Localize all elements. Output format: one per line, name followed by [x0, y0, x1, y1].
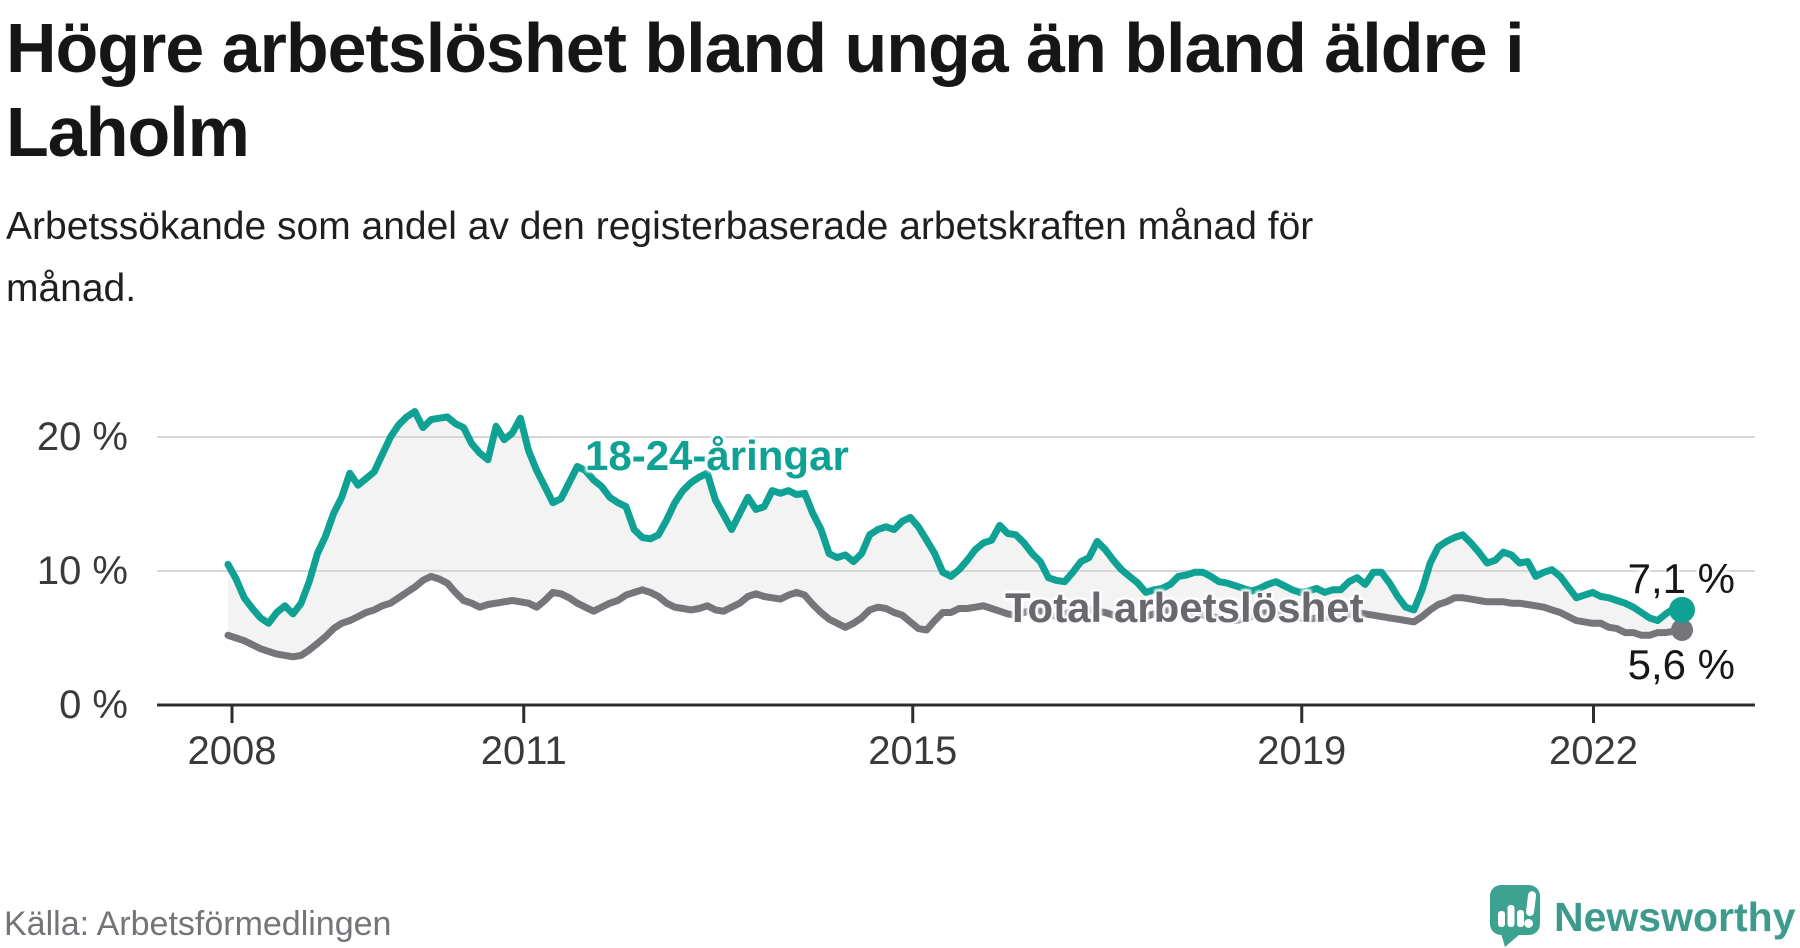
bar-icon-tall — [1507, 905, 1515, 927]
x-tick-label: 2022 — [1549, 729, 1638, 773]
chart-subtitle-line-1: Arbetssökande som andel av den registerb… — [6, 205, 1314, 248]
total-latest-value: 5,6 % — [1627, 641, 1735, 688]
page-title: Högre arbetslöshet bland unga än bland ä… — [6, 6, 1800, 174]
page-title-line-2: Laholm — [6, 93, 250, 171]
y-tick-label: 0 % — [59, 683, 128, 727]
newsworthy-wordmark: Newsworthy — [1554, 894, 1796, 940]
bar-icon-medium — [1517, 910, 1524, 927]
x-tick-label: 2008 — [187, 729, 277, 773]
band-fill — [228, 411, 1682, 657]
bar-icon-small — [1498, 911, 1505, 927]
youth-latest-value: 7,1 % — [1627, 555, 1735, 602]
youth-line — [224, 408, 1686, 627]
series-label-youth: 18-24-åringar — [585, 432, 849, 479]
chart-subtitle: Arbetssökande som andel av den registerb… — [6, 196, 1800, 320]
chart-subtitle-line-2: månad. — [6, 267, 137, 310]
total-end-dot — [1671, 618, 1693, 641]
y-tick-label: 10 % — [36, 549, 128, 593]
x-tick-label: 2011 — [480, 729, 567, 773]
youth-end-dot — [1669, 596, 1695, 623]
series-label-total: Total arbetslöshet — [1005, 584, 1364, 631]
newsworthy-logo-icon — [1490, 885, 1540, 947]
x-tick-label: 2019 — [1257, 729, 1347, 773]
x-tick-label: 2015 — [868, 729, 958, 773]
page-title-line-1: Högre arbetslöshet bland unga än bland ä… — [6, 9, 1525, 87]
source-note: Källa: Arbetsförmedlingen — [4, 905, 392, 943]
exclamation-icon — [1524, 891, 1537, 928]
total-line — [224, 572, 1686, 661]
y-tick-label: 20 % — [36, 415, 128, 459]
